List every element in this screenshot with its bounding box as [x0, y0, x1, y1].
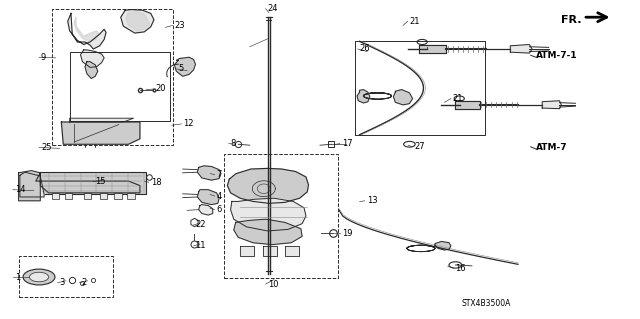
Polygon shape [20, 172, 44, 197]
Text: 19: 19 [342, 229, 352, 238]
Text: 17: 17 [342, 139, 353, 148]
Text: 4: 4 [216, 191, 222, 201]
Polygon shape [126, 11, 150, 31]
Text: 12: 12 [183, 119, 194, 129]
Text: 13: 13 [367, 196, 377, 205]
Bar [100, 194, 108, 199]
Circle shape [417, 40, 428, 45]
Bar [52, 194, 60, 199]
Text: 2: 2 [81, 278, 86, 287]
Bar [84, 194, 92, 199]
Text: 9: 9 [41, 53, 46, 62]
Polygon shape [510, 45, 532, 53]
Polygon shape [542, 101, 561, 109]
Polygon shape [197, 190, 219, 204]
Polygon shape [262, 246, 276, 256]
Text: 3: 3 [60, 278, 65, 287]
Text: 20: 20 [156, 85, 166, 93]
Bar [39, 172, 147, 194]
Text: 26: 26 [360, 44, 370, 54]
Polygon shape [74, 17, 100, 41]
Polygon shape [357, 90, 370, 103]
Text: 21: 21 [453, 94, 463, 103]
Circle shape [29, 272, 49, 282]
Polygon shape [198, 204, 212, 215]
Polygon shape [70, 118, 134, 122]
Polygon shape [61, 122, 140, 144]
Circle shape [404, 141, 415, 147]
Bar [115, 194, 122, 199]
Bar [19, 256, 113, 297]
Polygon shape [174, 57, 195, 76]
Text: 15: 15 [95, 177, 106, 186]
Polygon shape [435, 241, 451, 250]
Polygon shape [234, 219, 302, 245]
Text: 14: 14 [15, 185, 25, 194]
Text: STX4B3500A: STX4B3500A [461, 299, 511, 308]
Polygon shape [227, 168, 308, 203]
Text: 1: 1 [15, 272, 20, 281]
Text: 11: 11 [195, 241, 206, 250]
Text: FR.: FR. [561, 15, 582, 25]
Text: 8: 8 [230, 139, 236, 148]
Text: 24: 24 [268, 4, 278, 13]
Text: 25: 25 [41, 143, 51, 152]
Polygon shape [419, 45, 447, 53]
Text: 16: 16 [456, 263, 466, 273]
Polygon shape [68, 13, 106, 49]
Bar [224, 154, 338, 278]
Polygon shape [230, 198, 306, 231]
Text: 10: 10 [268, 279, 278, 288]
Polygon shape [81, 50, 104, 67]
Polygon shape [121, 10, 154, 33]
Text: 22: 22 [195, 220, 206, 229]
Text: ATM-7-1: ATM-7-1 [536, 51, 577, 60]
Circle shape [454, 96, 465, 101]
Bar [127, 194, 135, 199]
Text: 23: 23 [174, 21, 185, 30]
Polygon shape [456, 101, 479, 109]
Text: 18: 18 [151, 178, 161, 187]
Text: 21: 21 [410, 17, 420, 26]
Polygon shape [19, 171, 40, 201]
Polygon shape [36, 173, 140, 193]
Circle shape [449, 262, 462, 268]
Text: 5: 5 [178, 64, 184, 73]
Text: 7: 7 [216, 170, 222, 179]
Polygon shape [394, 90, 413, 105]
Bar [65, 194, 72, 199]
Polygon shape [240, 246, 254, 256]
Text: 27: 27 [415, 142, 425, 151]
Polygon shape [197, 166, 221, 180]
Circle shape [23, 269, 55, 285]
Text: 6: 6 [216, 205, 222, 214]
Text: ATM-7: ATM-7 [536, 143, 568, 152]
Polygon shape [285, 246, 299, 256]
Polygon shape [85, 62, 98, 78]
